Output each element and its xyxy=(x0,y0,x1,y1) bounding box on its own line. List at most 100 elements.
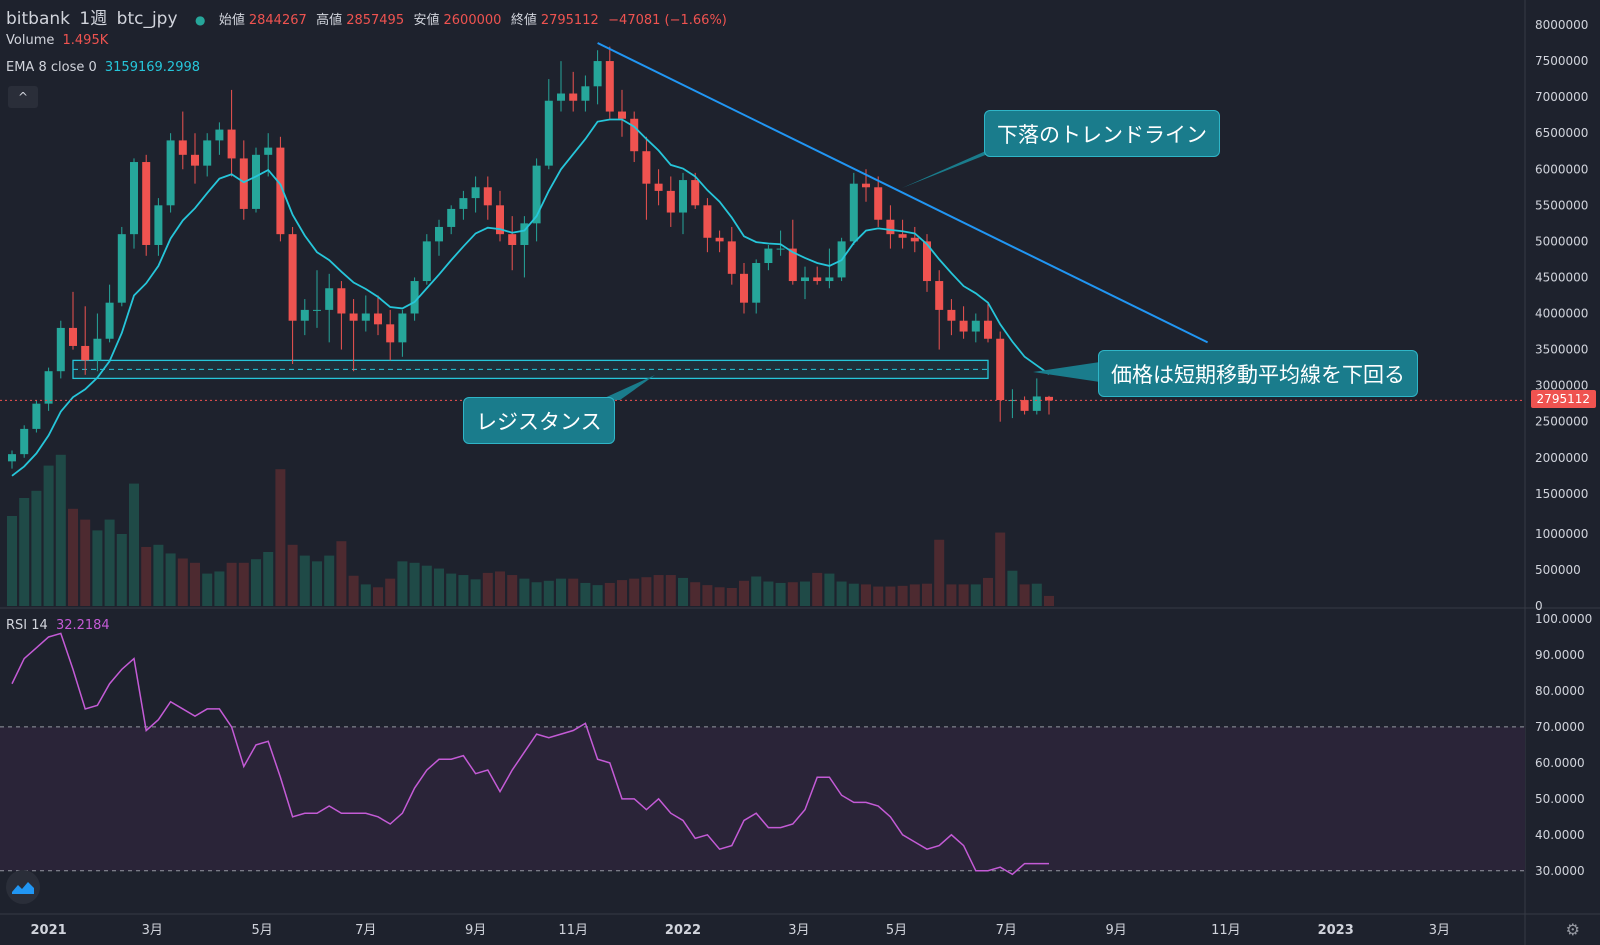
close-value: 2795112 xyxy=(540,13,599,28)
candle-body xyxy=(862,183,870,188)
candle-body xyxy=(410,281,419,314)
ema-legend: EMA 8 close 0 3159169.2998 xyxy=(6,60,204,75)
volume-bar xyxy=(434,568,444,606)
candle-body xyxy=(459,198,468,209)
candle xyxy=(764,244,773,271)
candle-body xyxy=(849,183,858,242)
candle xyxy=(1045,395,1053,415)
candle xyxy=(1032,378,1041,415)
candle-body xyxy=(44,371,53,404)
volume-bar xyxy=(7,516,17,606)
rsi-tick-label: 30.0000 xyxy=(1535,864,1585,878)
volume-bar xyxy=(556,578,566,606)
candle xyxy=(1008,389,1017,419)
time-tick-label: 2022 xyxy=(665,923,701,938)
volume-tick-label: 0 xyxy=(1535,599,1543,613)
candle xyxy=(410,277,419,321)
candle xyxy=(117,226,126,307)
candle-body xyxy=(239,158,248,209)
time-tick-label: 9月 xyxy=(465,923,486,938)
candle-body xyxy=(740,273,748,303)
open-label: 始値 xyxy=(218,13,245,28)
candle-body xyxy=(923,241,931,282)
volume-bar xyxy=(275,469,286,606)
candle xyxy=(703,198,712,253)
candle-body xyxy=(874,187,883,220)
candle-body xyxy=(727,241,736,274)
time-tick-label: 3月 xyxy=(1429,923,1450,938)
candle-body xyxy=(666,190,675,213)
candle-body xyxy=(569,93,578,101)
candle-body xyxy=(898,234,907,238)
open-value: 2844267 xyxy=(248,13,307,28)
price-tick-label: 5500000 xyxy=(1535,198,1588,212)
time-tick-label: 5月 xyxy=(251,923,272,938)
candle-body xyxy=(361,313,370,321)
rsi-tick-label: 50.0000 xyxy=(1535,792,1585,806)
candle xyxy=(349,299,358,372)
volume-bar xyxy=(19,498,30,606)
tradingview-logo-icon[interactable] xyxy=(6,870,40,904)
candle xyxy=(801,266,809,300)
volume-bar xyxy=(287,544,298,606)
volume-bar xyxy=(446,573,457,606)
volume-bar xyxy=(1019,584,1030,606)
candle xyxy=(178,111,187,170)
candle xyxy=(81,306,90,375)
time-tick-label: 7月 xyxy=(355,923,376,938)
candle-body xyxy=(764,248,773,264)
volume-bar xyxy=(812,572,823,606)
volume-bar xyxy=(885,586,896,606)
candle xyxy=(886,205,895,249)
candle xyxy=(605,46,614,119)
candle-body xyxy=(276,147,285,235)
gear-icon[interactable]: ⚙ xyxy=(1565,920,1580,939)
volume-bar xyxy=(897,585,908,606)
volume-bar xyxy=(739,580,749,606)
volume-label: Volume xyxy=(6,33,55,48)
volume-bar xyxy=(543,580,554,606)
candle xyxy=(520,216,529,278)
candle xyxy=(557,61,565,112)
volume-bar xyxy=(238,562,249,606)
candle-body xyxy=(557,93,565,101)
volume-bar xyxy=(726,588,737,606)
volume-bar xyxy=(909,584,920,606)
candle xyxy=(215,122,224,155)
volume-bar xyxy=(214,571,225,606)
candle-body xyxy=(801,277,809,282)
candle xyxy=(227,89,236,177)
candle xyxy=(910,226,919,253)
ema-label: EMA 8 close 0 xyxy=(6,60,97,75)
candle xyxy=(618,89,626,137)
candle xyxy=(1020,396,1029,415)
volume-bar xyxy=(958,584,969,606)
volume-bar xyxy=(373,587,383,606)
time-tick-label: 5月 xyxy=(886,923,907,938)
candle-body xyxy=(154,205,163,245)
candle-body xyxy=(264,147,273,155)
volume-bar xyxy=(409,562,420,606)
volume-value: 1.495K xyxy=(62,33,109,48)
collapse-legend-button[interactable]: ^ xyxy=(8,86,38,108)
candle xyxy=(435,219,443,256)
volume-bar xyxy=(653,575,664,606)
candle xyxy=(142,154,151,256)
price-tick-label: 7000000 xyxy=(1535,90,1588,104)
candle xyxy=(813,266,822,285)
volume-bar xyxy=(116,534,127,606)
candle xyxy=(544,79,553,170)
candle xyxy=(666,176,675,227)
candle xyxy=(239,140,248,220)
candle xyxy=(727,226,736,285)
candle-body xyxy=(715,237,724,242)
candle xyxy=(325,273,334,343)
volume-bar xyxy=(92,530,103,606)
symbol-legend: bitbank 1週 btc_jpy ● 始値 2844267 高値 2857495… xyxy=(6,4,731,29)
volume-bar xyxy=(202,573,213,606)
time-tick-label: 2023 xyxy=(1318,923,1354,938)
volume-bar xyxy=(226,562,237,606)
volume-bar xyxy=(873,586,884,606)
resistance-callout: レジスタンス xyxy=(463,397,615,444)
